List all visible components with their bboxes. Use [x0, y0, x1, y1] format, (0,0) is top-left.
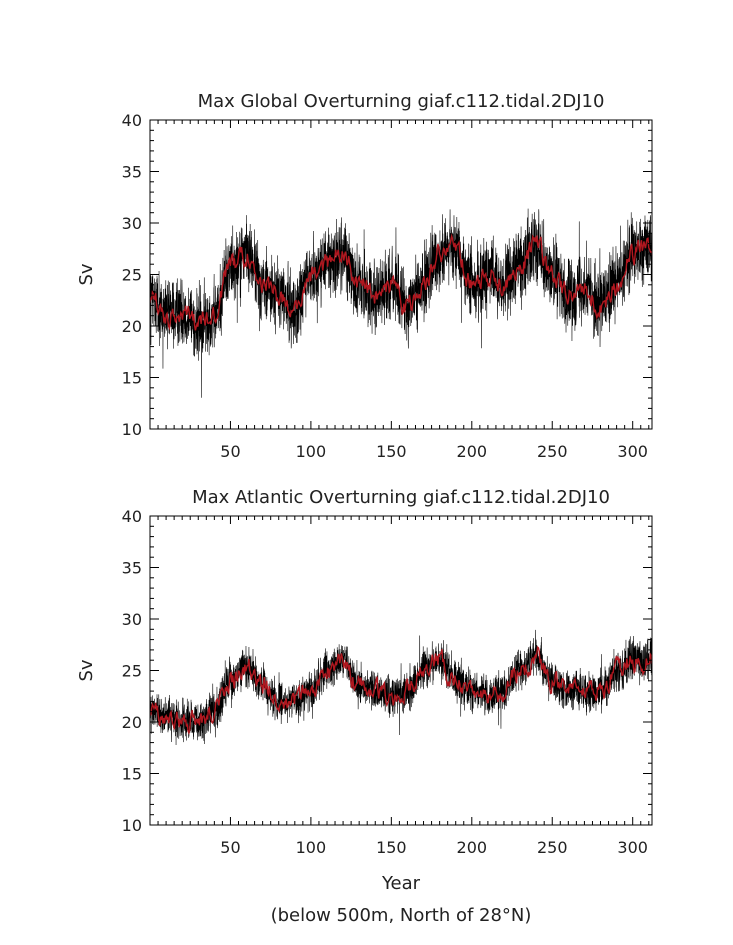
x-tick-label: 200 [457, 838, 488, 857]
chart-title: Max Atlantic Overturning giaf.c112.tidal… [192, 487, 610, 508]
x-tick-label: 100 [296, 442, 327, 461]
y-axis-label: Sv [76, 659, 97, 681]
y-tick-label: 25 [122, 266, 142, 285]
panel-2: Max Atlantic Overturning giaf.c112.tidal… [76, 487, 653, 894]
y-tick-label: 15 [122, 765, 142, 784]
y-tick-label: 35 [122, 163, 142, 182]
caption: (below 500m, North of 28°N) [271, 905, 532, 926]
x-tick-label: 200 [457, 442, 488, 461]
chart-title: Max Global Overturning giaf.c112.tidal.2… [198, 91, 605, 112]
y-tick-label: 25 [122, 662, 142, 681]
y-tick-label: 15 [122, 369, 142, 388]
y-tick-label: 30 [122, 214, 142, 233]
y-tick-label: 30 [122, 610, 142, 629]
x-tick-label: 50 [220, 442, 240, 461]
x-axis-label: Year [381, 873, 421, 894]
x-tick-label: 300 [617, 442, 648, 461]
series-annual-mean [150, 645, 652, 736]
series-annual-mean [150, 233, 652, 331]
x-tick-label: 250 [537, 838, 568, 857]
x-tick-label: 150 [376, 838, 407, 857]
x-tick-label: 300 [617, 838, 648, 857]
y-tick-label: 40 [122, 507, 142, 526]
x-tick-label: 250 [537, 442, 568, 461]
x-tick-label: 100 [296, 838, 327, 857]
y-tick-label: 35 [122, 559, 142, 578]
y-tick-label: 10 [122, 420, 142, 439]
y-axis-label: Sv [76, 263, 97, 285]
series-monthly [150, 208, 652, 398]
x-tick-label: 150 [376, 442, 407, 461]
y-tick-label: 20 [122, 317, 142, 336]
y-tick-label: 10 [122, 816, 142, 835]
panel-1: Max Global Overturning giaf.c112.tidal.2… [76, 91, 653, 461]
y-tick-label: 20 [122, 713, 142, 732]
y-tick-label: 40 [122, 111, 142, 130]
x-tick-label: 50 [220, 838, 240, 857]
